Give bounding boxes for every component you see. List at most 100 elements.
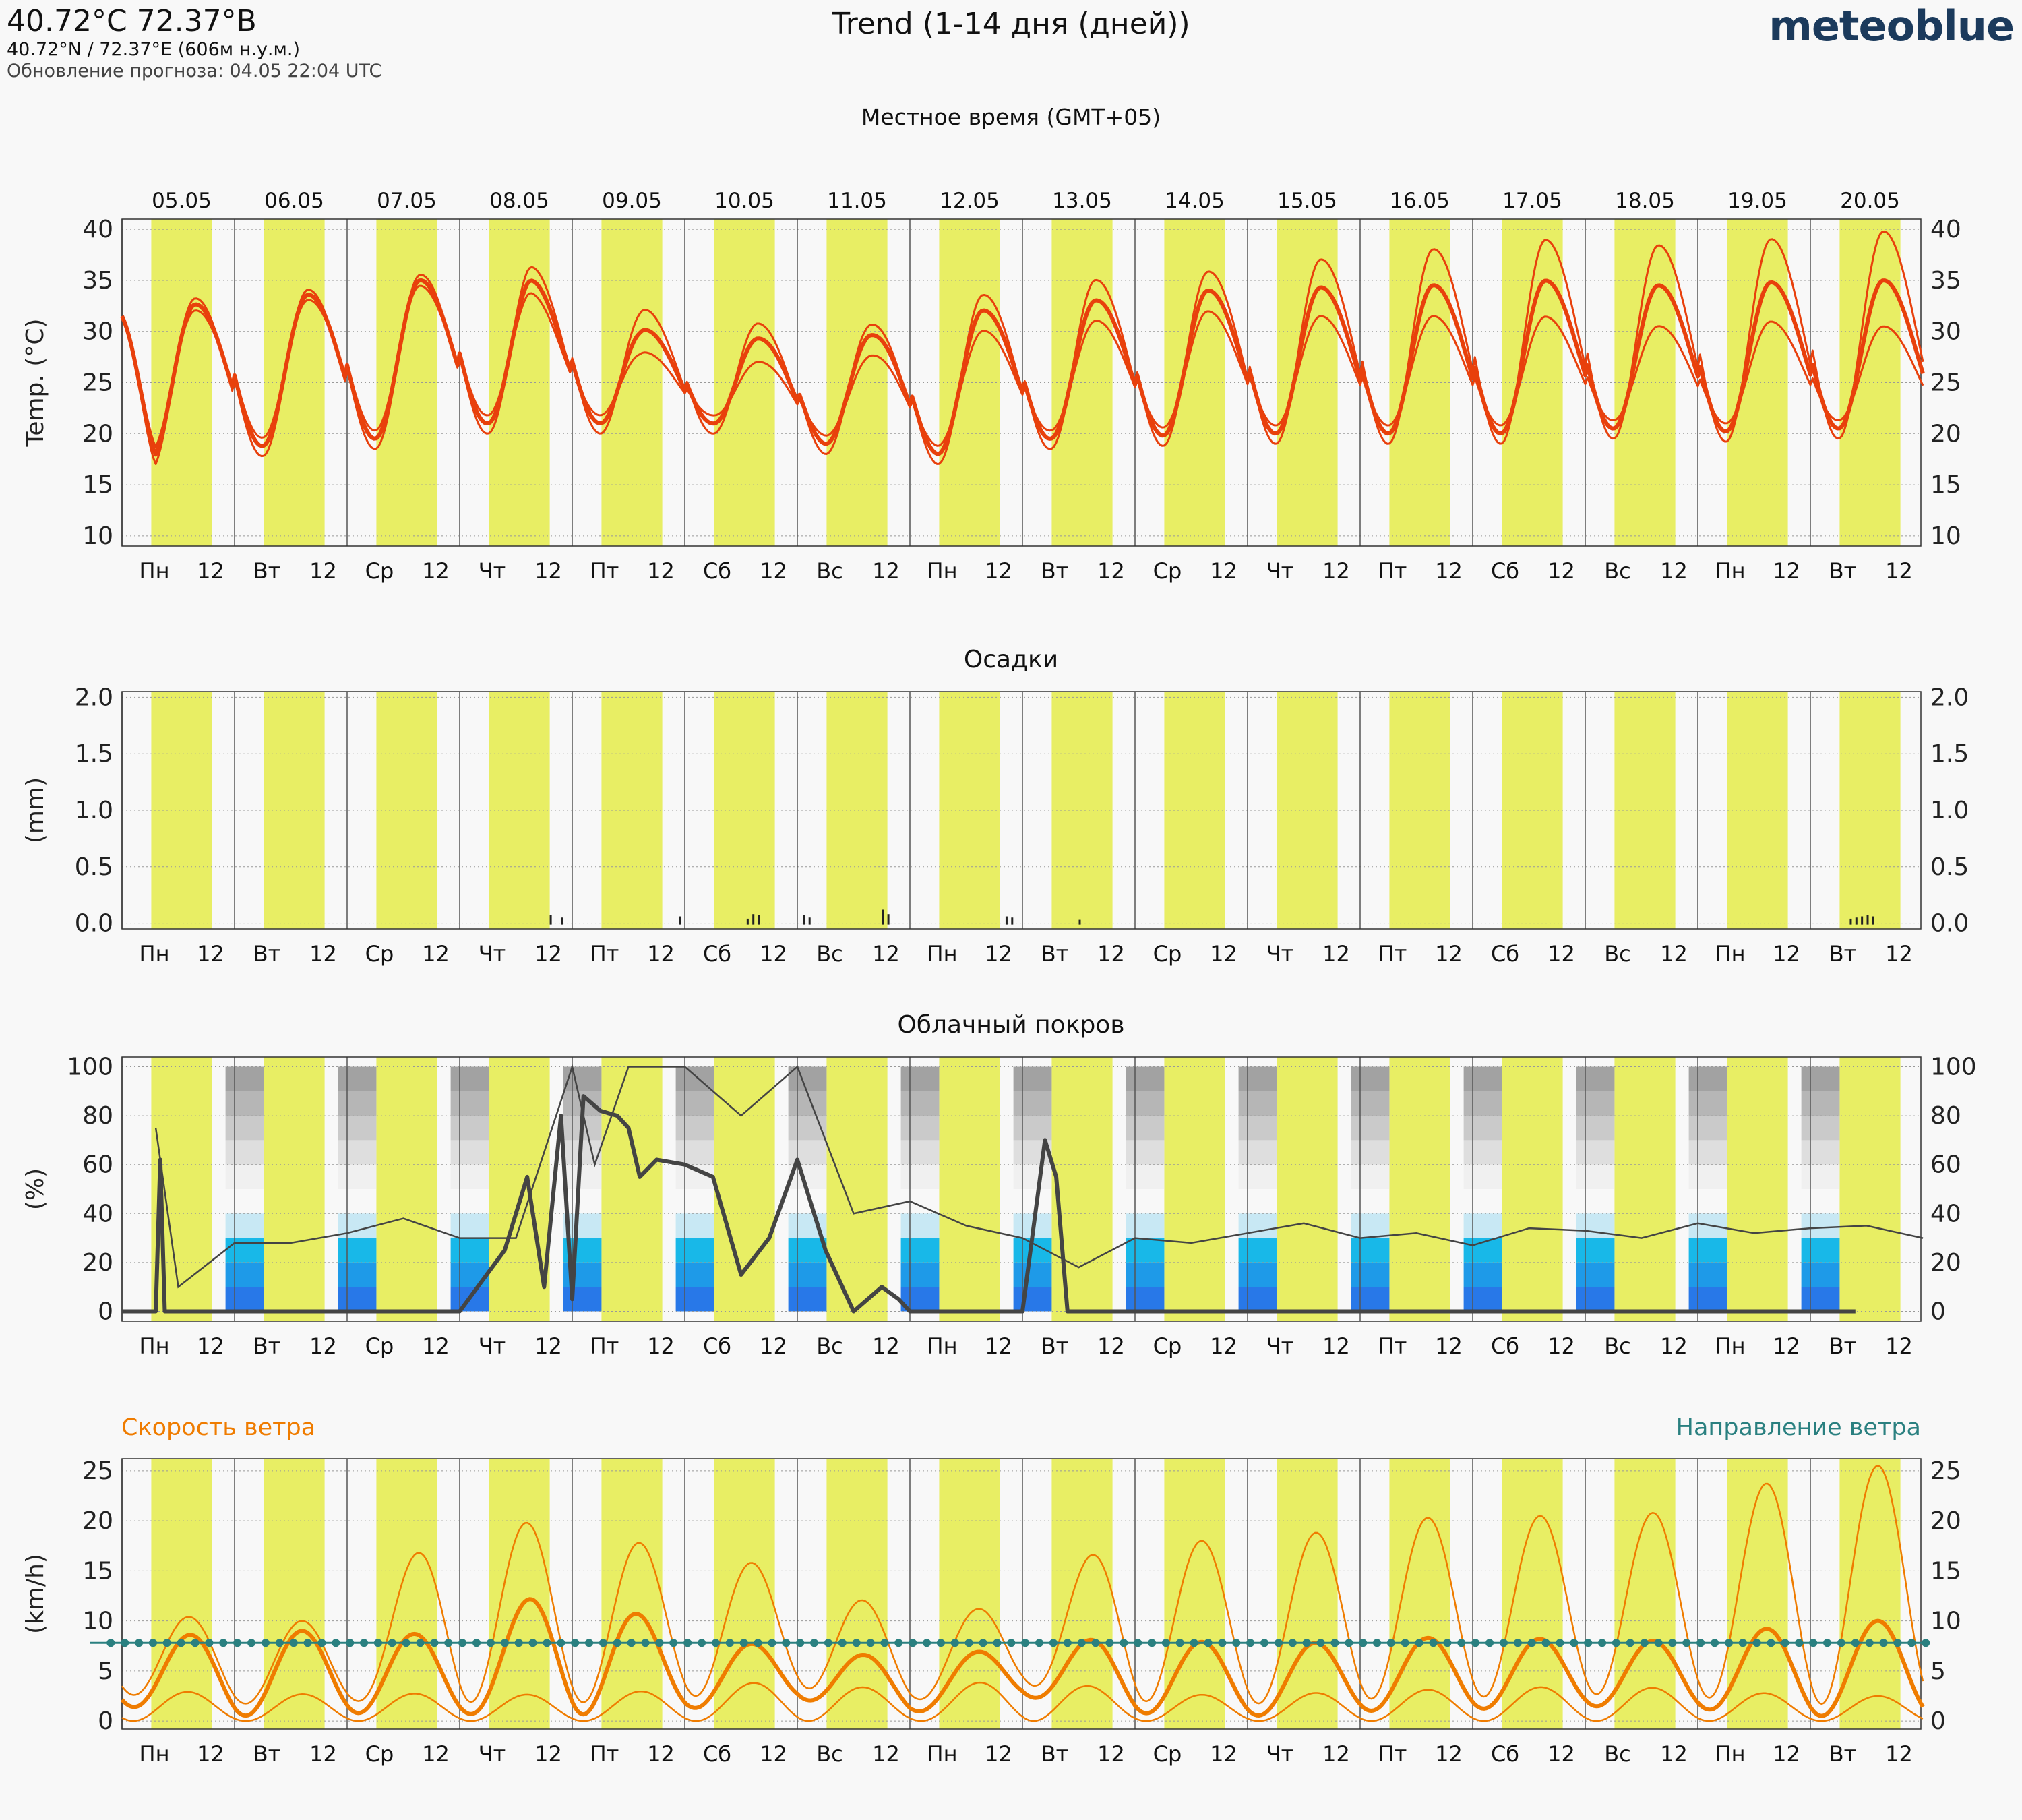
daylight-band	[939, 692, 1000, 929]
wind-direction-marker	[1922, 1639, 1930, 1647]
x-tick-label: Ср	[1153, 1741, 1182, 1767]
x-tick-label: Сб	[703, 1741, 731, 1767]
x-tick-label: 12	[1435, 1741, 1463, 1767]
daylight-band	[714, 1459, 775, 1729]
wind-speed-legend: Скорость ветра	[121, 1414, 316, 1441]
y-tick-label: 0.0	[1930, 910, 1969, 938]
x-tick-label: Вс	[1604, 1333, 1631, 1359]
x-tick-label: 12	[760, 1333, 787, 1359]
x-tick-label: 12	[1435, 1333, 1463, 1359]
x-tick-label: Вс	[1604, 941, 1631, 967]
x-tick-label: 12	[422, 941, 450, 967]
high-cloud-layer	[675, 1091, 714, 1116]
y-tick-label: 35	[1930, 267, 1961, 295]
y-tick-label: 100	[67, 1054, 113, 1081]
y-tick-label: 5	[98, 1658, 113, 1685]
x-tick-label: Пт	[1378, 1333, 1407, 1359]
x-tick-label: 12	[534, 558, 562, 584]
high-cloud-layer	[450, 1140, 489, 1165]
daylight-band	[1727, 1057, 1788, 1321]
high-cloud-layer	[1801, 1164, 1840, 1189]
x-tick-label: Ср	[365, 941, 394, 967]
x-tick-label: Вт	[1041, 1741, 1069, 1767]
high-cloud-layer	[1013, 1164, 1052, 1189]
daylight-band	[1502, 692, 1563, 929]
y-tick-label: 0.0	[75, 910, 113, 938]
x-tick-label: 12	[1322, 558, 1350, 584]
low-cloud-layer	[225, 1287, 264, 1312]
y-tick-label: 0.5	[75, 853, 113, 881]
x-tick-label: 12	[647, 941, 675, 967]
high-cloud-layer	[450, 1164, 489, 1189]
high-cloud-layer	[338, 1140, 377, 1165]
daylight-band	[601, 1459, 663, 1729]
daylight-band	[1502, 219, 1563, 546]
daylight-band	[264, 1057, 325, 1321]
high-cloud-layer	[1576, 1116, 1615, 1141]
x-tick-label: 12	[647, 1333, 675, 1359]
high-cloud-layer	[1013, 1116, 1052, 1141]
low-cloud-layer	[1463, 1213, 1502, 1238]
x-tick-label: 12	[534, 941, 562, 967]
x-tick-label: 12	[309, 1741, 337, 1767]
y-tick-label: 20	[82, 420, 113, 448]
low-cloud-layer	[788, 1262, 827, 1287]
low-cloud-layer	[900, 1213, 940, 1238]
daylight-band	[939, 219, 1000, 546]
low-cloud-layer	[1688, 1262, 1727, 1287]
wind-speed-lower-line	[121, 1681, 1924, 1722]
high-cloud-layer	[338, 1164, 377, 1189]
low-cloud-layer	[338, 1238, 377, 1263]
high-cloud-layer	[788, 1066, 827, 1091]
low-cloud-layer	[1463, 1262, 1502, 1287]
low-cloud-layer	[1576, 1238, 1615, 1263]
precipitation-bar	[1866, 915, 1869, 925]
low-cloud-layer	[900, 1262, 940, 1287]
x-tick-label: 12	[1097, 558, 1125, 584]
x-tick-label: Чт	[1266, 558, 1294, 584]
daylight-band	[1389, 692, 1450, 929]
daylight-band	[376, 692, 437, 929]
high-cloud-layer	[1126, 1164, 1165, 1189]
daylight-band	[264, 1459, 325, 1729]
date-label: 06.05	[264, 189, 324, 213]
high-cloud-layer	[225, 1116, 264, 1141]
x-tick-label: Сб	[1491, 1741, 1519, 1767]
high-cloud-layer	[1013, 1091, 1052, 1116]
high-cloud-layer	[1126, 1066, 1165, 1091]
x-tick-label: Пн	[140, 941, 170, 967]
meteoblue-logo[interactable]: meteoblue	[1769, 1, 2015, 51]
low-cloud-layer	[788, 1238, 827, 1263]
x-tick-label: 12	[1097, 1333, 1125, 1359]
high-cloud-layer	[900, 1116, 940, 1141]
y-axis-label: (%)	[22, 1168, 49, 1210]
low-cloud-layer	[1576, 1262, 1615, 1287]
high-cloud-layer	[225, 1140, 264, 1165]
x-tick-label: Вт	[253, 941, 281, 967]
daylight-band	[939, 1459, 1000, 1729]
x-tick-label: 12	[760, 558, 787, 584]
precipitation-bar	[561, 917, 563, 925]
high-cloud-layer	[1351, 1091, 1390, 1116]
date-label: 08.05	[489, 189, 549, 213]
date-label: 17.05	[1502, 189, 1562, 213]
x-tick-label: Чт	[1266, 941, 1294, 967]
low-cloud-layer	[675, 1262, 714, 1287]
x-tick-label: 12	[1210, 1333, 1237, 1359]
x-tick-label: 12	[1435, 558, 1463, 584]
x-tick-label: Пт	[1378, 1741, 1407, 1767]
high-cloud-layer	[225, 1164, 264, 1189]
daylight-band	[1051, 1459, 1113, 1729]
low-cloud-layer	[1351, 1213, 1390, 1238]
y-tick-label: 20	[82, 1249, 113, 1277]
x-tick-label: Вт	[1829, 941, 1857, 967]
x-tick-label: Пн	[927, 558, 958, 584]
low-cloud-layer	[1351, 1262, 1390, 1287]
low-cloud-layer	[1801, 1262, 1840, 1287]
x-tick-label: Пн	[140, 1741, 170, 1767]
x-tick-label: Вт	[253, 1333, 281, 1359]
high-cloud-layer	[1801, 1066, 1840, 1091]
high-cloud-layer	[1576, 1091, 1615, 1116]
daylight-band	[264, 692, 325, 929]
x-tick-label: 12	[1097, 1741, 1125, 1767]
